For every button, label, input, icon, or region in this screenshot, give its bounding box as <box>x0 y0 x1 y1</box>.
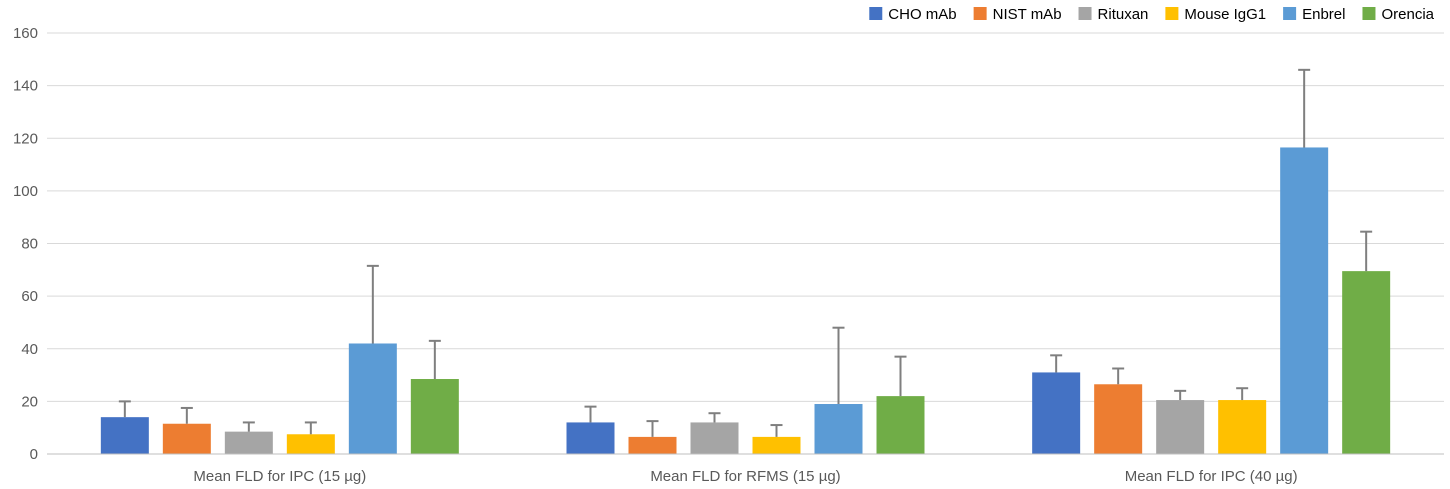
legend-label: Orencia <box>1381 6 1434 23</box>
bar <box>690 422 739 454</box>
bar <box>628 436 677 454</box>
bar <box>1342 271 1391 454</box>
legend-swatch <box>1165 7 1179 20</box>
y-tick-label: 160 <box>13 25 38 42</box>
y-axis: 0 20 40 60 80 100 120 140 160 <box>13 25 38 463</box>
bar <box>876 396 925 454</box>
bar <box>1094 384 1143 454</box>
bar <box>224 431 273 454</box>
bar <box>566 422 615 454</box>
bar <box>814 404 863 454</box>
bars <box>100 147 1391 454</box>
x-category-label: Mean FLD for IPC (40 µg) <box>1125 468 1298 485</box>
x-category-label: Mean FLD for RFMS (15 µg) <box>650 468 840 485</box>
gridlines <box>47 32 1444 402</box>
y-tick-label: 0 <box>30 446 38 463</box>
y-tick-label: 100 <box>13 183 38 200</box>
legend-label: CHO mAb <box>888 6 956 23</box>
x-axis: Mean FLD for IPC (15 µg) Mean FLD for RFM… <box>47 453 1444 485</box>
legend-swatch <box>1362 7 1376 20</box>
y-tick-label: 80 <box>21 236 38 253</box>
bar <box>1218 400 1267 454</box>
legend-label: Mouse IgG1 <box>1184 6 1266 23</box>
bar <box>1156 400 1205 454</box>
y-tick-label: 20 <box>21 393 38 410</box>
y-tick-label: 60 <box>21 288 38 305</box>
bar <box>286 434 335 454</box>
x-category-label: Mean FLD for IPC (15 µg) <box>193 468 366 485</box>
legend-swatch <box>869 7 883 20</box>
legend-label: Enbrel <box>1302 6 1345 23</box>
legend: CHO mAb NIST mAb Rituxan Mouse IgG1 Enbrel Or… <box>869 6 1435 23</box>
legend-label: NIST mAb <box>993 6 1062 23</box>
bar <box>1032 372 1081 454</box>
legend-label: Rituxan <box>1098 6 1149 23</box>
legend-swatch <box>973 7 987 20</box>
bar <box>162 423 211 454</box>
bar <box>752 436 801 454</box>
y-tick-label: 140 <box>13 78 38 95</box>
y-tick-label: 40 <box>21 341 38 358</box>
bar <box>100 417 149 454</box>
bar <box>348 343 397 454</box>
bar <box>410 379 459 454</box>
y-tick-label: 120 <box>13 130 38 147</box>
legend-swatch <box>1283 7 1297 20</box>
error-bars <box>118 68 1373 437</box>
bar <box>1280 147 1329 454</box>
legend-swatch <box>1078 7 1092 20</box>
